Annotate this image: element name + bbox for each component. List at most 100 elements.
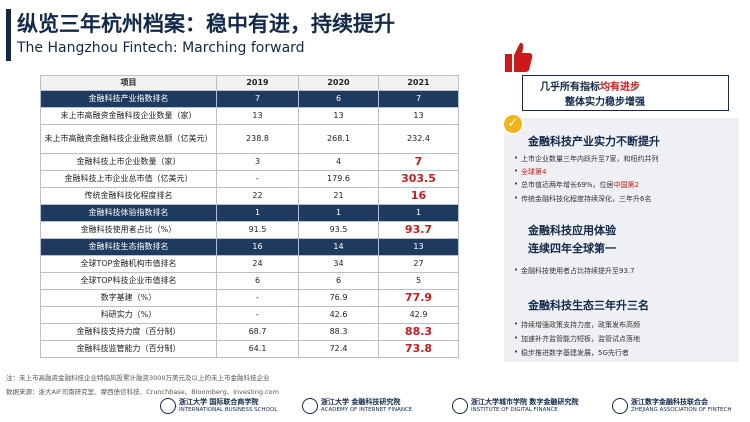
value-cell-2020: 93.5	[298, 221, 379, 239]
value-cell-2021: 303.5	[378, 170, 459, 188]
row-label-cell: 金融科技支持力度（百分制）	[40, 323, 217, 341]
row-label-cell: 金融科技生态指数排名	[40, 238, 217, 256]
table-row: 全球TOP金融机构市值排名 24 34 27	[40, 255, 459, 273]
table-row: 未上市高融资金融科技企业融资总额（亿美元） 238.8 268.1 232.4	[40, 124, 459, 154]
table-row: 科研实力（%） -42.6 42.9	[40, 306, 459, 324]
value-cell-2020: 179.6	[298, 170, 379, 188]
table-row: 金融科技使用者占比（%） 91.5 93.5 93.7	[40, 221, 459, 239]
value-cell-2021: 88.3	[378, 323, 459, 341]
row-label-cell: 传统金融科技化程度排名	[40, 187, 217, 205]
table-section-row: 金融科技体验指数排名 1 1 1	[40, 204, 459, 222]
value-cell-2020: 6	[298, 90, 379, 108]
value-cell-2019: -	[216, 170, 299, 188]
bullet-industry-3: 传统金融科技化程度持续深化，三年升6名	[514, 194, 651, 204]
value-cell-2019: 238.8	[216, 124, 299, 154]
col-header-2020: 2020	[298, 75, 379, 91]
table-row: 数字基建（%） -76.9 77.9	[40, 289, 459, 307]
table-header-row: 项目 2019 2020 2021	[40, 75, 459, 91]
row-label-cell: 未上市高融资金融科技企业数量（家）	[40, 107, 217, 125]
value-cell-2019: -	[216, 306, 299, 324]
value-cell-2021: 13	[378, 107, 459, 125]
logo-zaf: 浙江数字金融科技联合会 ZHEJIANG ASSOCIATION OF FINTE…	[612, 396, 732, 416]
logo-aif: 浙江大学 金融科技研究院 ACADEMY OF INTERNET FINANCE	[302, 396, 412, 416]
row-label-cell: 金融科技上市企业总市值（亿美元）	[40, 170, 217, 188]
title-accent-bar	[6, 9, 11, 61]
row-label-cell: 数字基建（%）	[40, 289, 217, 307]
bullet-industry-1: 上市企业数量三年内跃升至7家，和纽约并列	[514, 154, 658, 164]
value-cell-2019: 7	[216, 90, 299, 108]
value-cell-2020: 1	[298, 204, 379, 222]
value-cell-2020: 4	[298, 153, 379, 171]
value-cell-2020: 72.4	[298, 340, 379, 358]
table-row: 金融科技监管能力（百分制） 64.1 72.4 73.8	[40, 340, 459, 358]
footnotes: 注：未上市高融资金融科技企业特指风投累计融资3000万美元及以上的未上市金融科技…	[6, 371, 279, 399]
footnote-note: 注：未上市高融资金融科技企业特指风投累计融资3000万美元及以上的未上市金融科技…	[6, 374, 270, 382]
table-section-row: 金融科技产业指数排名 7 6 7	[40, 90, 459, 108]
value-cell-2019: 16	[216, 238, 299, 256]
university-seal-icon	[302, 398, 318, 414]
section-title-experience: 金融科技应用体验	[528, 224, 616, 237]
value-cell-2019: 22	[216, 187, 299, 205]
value-cell-2019: 64.1	[216, 340, 299, 358]
tagline-line2: 整体实力稳步增强	[565, 97, 645, 108]
row-label-cell: 金融科技使用者占比（%）	[40, 221, 217, 239]
value-cell-2019: 68.7	[216, 323, 299, 341]
value-cell-2021: 13	[378, 238, 459, 256]
value-cell-2020: 88.3	[298, 323, 379, 341]
table-row: 传统金融科技化程度排名 22 21 16	[40, 187, 459, 205]
value-cell-2021: 7	[378, 90, 459, 108]
col-header-2019: 2019	[216, 75, 299, 91]
table-row: 金融科技支持力度（百分制） 68.7 88.3 88.3	[40, 323, 459, 341]
value-cell-2019: 13	[216, 107, 299, 125]
university-seal-icon	[452, 398, 468, 414]
thumbs-up-icon	[505, 42, 533, 72]
row-label-cell: 科研实力（%）	[40, 306, 217, 324]
table-section-row: 金融科技生态指数排名 16 14 13	[40, 238, 459, 256]
table-row: 金融科技上市企业总市值（亿美元） -179.6 303.5	[40, 170, 459, 188]
check-badge-icon: ✓	[502, 113, 524, 135]
value-cell-2021: 16	[378, 187, 459, 205]
value-cell-2021: 77.9	[378, 289, 459, 307]
value-cell-2021: 93.7	[378, 221, 459, 239]
tagline-box	[522, 75, 729, 111]
value-cell-2021: 73.8	[378, 340, 459, 358]
partner-logos: 浙江大学 国际联合商学院 INTERNATIONAL BUSINESS SCHOO…	[0, 395, 750, 417]
university-seal-icon	[160, 398, 176, 414]
value-cell-2020: 34	[298, 255, 379, 273]
value-cell-2019: 3	[216, 153, 299, 171]
value-cell-2021: 42.9	[378, 306, 459, 324]
table-row: 金融科技上市企业数量（家） 3 4 7	[40, 153, 459, 171]
tagline-line1: 几乎所有指标均有进步	[540, 82, 640, 93]
association-seal-icon	[612, 398, 628, 414]
bullet-industry-2: 总市值近两年增长69%，位居中国第2	[514, 180, 639, 190]
value-cell-2019: 1	[216, 204, 299, 222]
col-header-item: 项目	[40, 75, 217, 91]
value-cell-2020: 14	[298, 238, 379, 256]
row-label-cell: 金融科技上市企业数量（家）	[40, 153, 217, 171]
col-header-2021: 2021	[378, 75, 459, 91]
value-cell-2019: 24	[216, 255, 299, 273]
page-title: 纵览三年杭州档案：稳中有进，持续提升	[17, 12, 395, 36]
value-cell-2020: 268.1	[298, 124, 379, 154]
row-label-cell: 未上市高融资金融科技企业融资总额（亿美元）	[40, 124, 217, 154]
bullet-industry-1-cont: 全球第4	[514, 167, 547, 177]
value-cell-2020: 6	[298, 272, 379, 290]
section-title-ecosystem: 金融科技生态三年升三名	[528, 299, 649, 312]
row-label-cell: 全球TOP科技企业市值排名	[40, 272, 217, 290]
row-label-cell: 金融科技体验指数排名	[40, 204, 217, 222]
value-cell-2019: -	[216, 289, 299, 307]
value-cell-2020: 76.9	[298, 289, 379, 307]
logo-idf: 浙江大学城市学院 数字金融研究院 INSTITUTE OF DIGITAL FIN…	[452, 396, 578, 416]
bullet-ecosystem-3: 稳步推进数字基建发展，5G先行者	[514, 348, 629, 358]
value-cell-2020: 21	[298, 187, 379, 205]
row-label-cell: 金融科技监管能力（百分制）	[40, 340, 217, 358]
stats-table: 项目 2019 2020 2021 金融科技产业指数排名 7 6 7 未上市高融资金融科…	[40, 75, 459, 358]
value-cell-2021: 1	[378, 204, 459, 222]
section-title-experience-2: 连续四年全球第一	[528, 242, 616, 255]
value-cell-2019: 6	[216, 272, 299, 290]
bullet-ecosystem-2: 加速补齐监管能力短板，监管试点落地	[514, 334, 640, 344]
logo-ibs: 浙江大学 国际联合商学院 INTERNATIONAL BUSINESS SCHOO…	[160, 396, 277, 416]
value-cell-2021: 7	[378, 153, 459, 171]
value-cell-2021: 5	[378, 272, 459, 290]
value-cell-2019: 91.5	[216, 221, 299, 239]
